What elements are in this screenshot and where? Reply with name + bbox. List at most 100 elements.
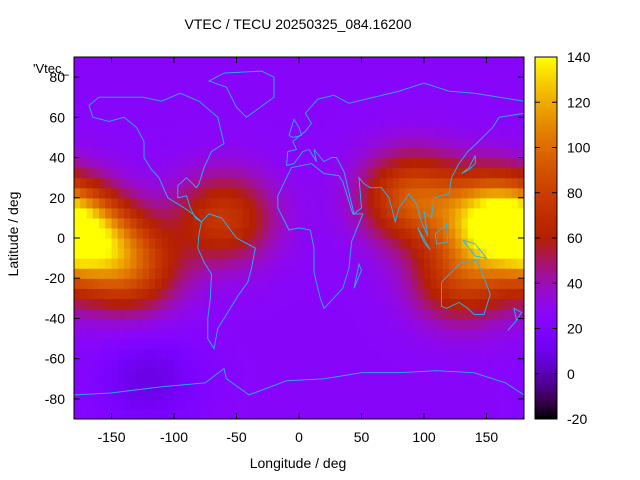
heatmap-cell: [424, 97, 431, 108]
y-tick-label: 40: [49, 150, 65, 166]
heatmap-cell: [217, 87, 225, 98]
heatmap-cell: [130, 77, 138, 88]
heatmap-cell: [424, 248, 431, 259]
heatmap-cell: [80, 278, 88, 289]
heatmap-cell: [292, 107, 300, 118]
heatmap-cell: [330, 127, 338, 139]
heatmap-cell: [405, 77, 413, 88]
heatmap-cell: [161, 137, 169, 149]
heatmap-cell: [280, 388, 288, 400]
heatmap-cell: [355, 57, 363, 68]
heatmap-cell: [311, 197, 319, 209]
heatmap-cell: [374, 398, 381, 410]
heatmap-cell: [411, 328, 419, 340]
heatmap-cell: [161, 238, 169, 249]
heatmap-cell: [411, 177, 419, 189]
heatmap-cell: [292, 187, 300, 199]
heatmap-cell: [255, 107, 263, 118]
heatmap-cell: [442, 328, 450, 340]
heatmap-cell: [399, 127, 406, 139]
heatmap-cell: [142, 67, 150, 78]
heatmap-cell: [367, 378, 375, 390]
heatmap-cell: [361, 398, 369, 410]
heatmap-cell: [117, 67, 125, 78]
heatmap-cell: [130, 167, 138, 179]
heatmap-cell: [492, 167, 500, 179]
heatmap-cell: [280, 107, 288, 118]
heatmap-cell: [274, 167, 281, 179]
heatmap-cell: [249, 227, 256, 239]
heatmap-cell: [149, 238, 156, 249]
heatmap-cell: [367, 338, 375, 350]
heatmap-cell: [205, 127, 213, 139]
heatmap-cell: [436, 328, 444, 340]
heatmap-cell: [305, 167, 313, 179]
heatmap-cell: [349, 358, 356, 370]
heatmap-cell: [442, 318, 450, 330]
heatmap-cell: [292, 258, 300, 269]
heatmap-cell: [442, 67, 450, 78]
heatmap-cell: [436, 227, 444, 239]
heatmap-cell: [305, 207, 313, 219]
heatmap-cell: [449, 258, 456, 269]
heatmap-cell: [342, 207, 350, 219]
heatmap-cell: [199, 378, 206, 390]
heatmap-cell: [455, 398, 463, 410]
heatmap-cell: [474, 187, 481, 199]
heatmap-cell: [205, 408, 213, 419]
heatmap-cell: [286, 278, 294, 289]
heatmap-cell: [386, 167, 394, 179]
heatmap-cell: [455, 308, 463, 320]
heatmap-cell: [480, 288, 488, 299]
heatmap-cell: [480, 147, 488, 159]
heatmap-cell: [149, 57, 156, 68]
heatmap-cell: [305, 147, 313, 159]
heatmap-cell: [417, 268, 425, 279]
heatmap-cell: [499, 308, 506, 320]
heatmap-cell: [367, 318, 375, 330]
heatmap-cell: [411, 388, 419, 400]
heatmap-cell: [305, 318, 313, 330]
heatmap-cell: [180, 117, 188, 128]
heatmap-cell: [117, 258, 125, 269]
heatmap-cell: [324, 167, 331, 179]
heatmap-cell: [392, 348, 400, 360]
heatmap-cell: [230, 87, 238, 98]
heatmap-cell: [267, 308, 275, 320]
heatmap-cell: [349, 388, 356, 400]
heatmap-cell: [474, 328, 481, 340]
heatmap-cell: [299, 408, 306, 419]
heatmap-cell: [399, 398, 406, 410]
heatmap-cell: [99, 187, 106, 199]
heatmap-cell: [180, 197, 188, 209]
heatmap-cell: [199, 328, 206, 340]
vtec-heatmap: [74, 57, 524, 419]
heatmap-cell: [130, 217, 138, 229]
heatmap-cell: [92, 137, 100, 149]
heatmap-cell: [305, 278, 313, 289]
heatmap-cell: [155, 368, 163, 380]
heatmap-cell: [186, 127, 194, 139]
heatmap-cell: [224, 67, 231, 78]
heatmap-cell: [242, 308, 250, 320]
heatmap-cell: [74, 308, 81, 320]
x-tick-label: 150: [475, 429, 499, 445]
heatmap-cell: [442, 408, 450, 419]
heatmap-cell: [474, 348, 481, 360]
heatmap-cell: [405, 127, 413, 139]
heatmap-cell: [517, 318, 524, 330]
heatmap-cell: [105, 107, 113, 118]
heatmap-cell: [474, 268, 481, 279]
heatmap-cell: [299, 167, 306, 179]
heatmap-cell: [261, 358, 269, 370]
heatmap-cell: [224, 408, 231, 419]
heatmap-cell: [461, 288, 469, 299]
heatmap-cell: [399, 278, 406, 289]
heatmap-cell: [236, 147, 244, 159]
heatmap-cell: [92, 318, 100, 330]
heatmap-cell: [199, 268, 206, 279]
heatmap-cell: [136, 388, 144, 400]
heatmap-cell: [411, 77, 419, 88]
heatmap-cell: [249, 328, 256, 340]
heatmap-cell: [211, 107, 219, 118]
